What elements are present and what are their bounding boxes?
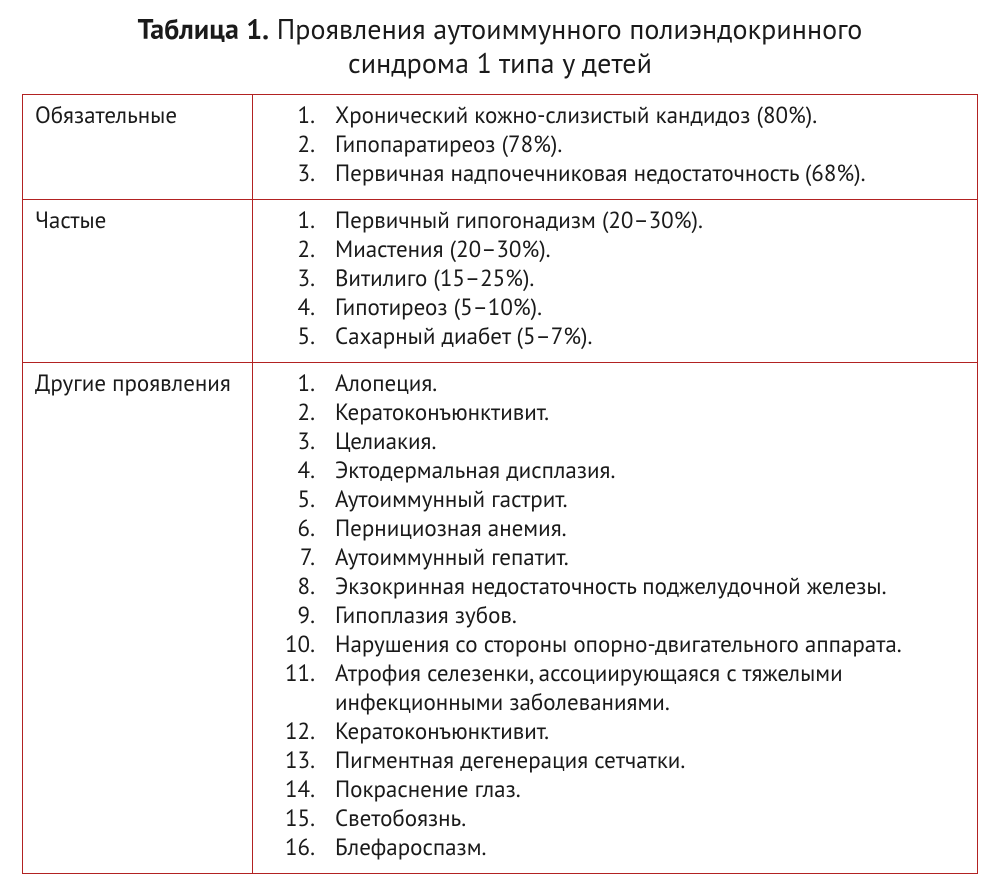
title-prefix: Таблица 1. [138,10,270,47]
list-item: Пернициозная анемия. [311,515,965,544]
row-items-cell: Алопеция. Кератоконъюнктивит. Целиакия. … [253,363,978,873]
list-item: Аутоиммунный гастрит. [311,486,965,515]
title-line2: синдрома 1 типа у детей [348,44,652,81]
row-label: Другие проявления [23,363,253,873]
list-item: Гипопаратиреоз (78%). [311,131,965,160]
table-row: Обязательные Хронический кожно-слизистый… [23,95,978,200]
list-item: Экзокринная недостаточность поджелудочно… [311,573,965,602]
table-title: Таблица 1. Проявления аутоиммунного поли… [22,12,978,80]
row-items-cell: Хронический кожно-слизистый кандидоз (80… [253,95,978,200]
item-list: Первичный гипогонадизм (20–30%). Миастен… [265,207,965,352]
table-row: Частые Первичный гипогонадизм (20–30%). … [23,200,978,363]
row-label: Обязательные [23,95,253,200]
list-item: Эктодермальная дисплазия. [311,457,965,486]
list-item: Покраснение глаз. [311,776,965,805]
item-list: Алопеция. Кератоконъюнктивит. Целиакия. … [265,370,965,862]
list-item: Целиакия. [311,428,965,457]
list-item: Алопеция. [311,370,965,399]
list-item: Аутоиммунный гепатит. [311,544,965,573]
list-item: Нарушения со стороны опорно-двигательног… [311,631,965,660]
item-list: Хронический кожно-слизистый кандидоз (80… [265,102,965,189]
list-item: Атрофия селезенки, ассоциирующаяся с тяж… [311,660,965,718]
table-body: Обязательные Хронический кожно-слизистый… [23,95,978,873]
row-items-cell: Первичный гипогонадизм (20–30%). Миастен… [253,200,978,363]
manifestations-table: Обязательные Хронический кожно-слизистый… [22,94,978,873]
list-item: Хронический кожно-слизистый кандидоз (80… [311,102,965,131]
list-item: Кератоконъюнктивит. [311,718,965,747]
page: Таблица 1. Проявления аутоиммунного поли… [0,0,1000,846]
list-item: Гипотиреоз (5–10%). [311,294,965,323]
list-item: Сахарный диабет (5–7%). [311,323,965,352]
list-item: Блефароспазм. [311,834,965,863]
row-label: Частые [23,200,253,363]
list-item: Кератоконъюнктивит. [311,399,965,428]
table-row: Другие проявления Алопеция. Кератоконъюн… [23,363,978,873]
list-item: Первичная надпочечниковая недостаточност… [311,160,965,189]
list-item: Витилиго (15–25%). [311,265,965,294]
list-item: Пигментная дегенерация сетчатки. [311,747,965,776]
title-line1: Проявления аутоиммунного полиэндокринног… [269,10,862,47]
list-item: Первичный гипогонадизм (20–30%). [311,207,965,236]
list-item: Миастения (20–30%). [311,236,965,265]
list-item: Гипоплазия зубов. [311,602,965,631]
list-item: Светобоязнь. [311,805,965,834]
